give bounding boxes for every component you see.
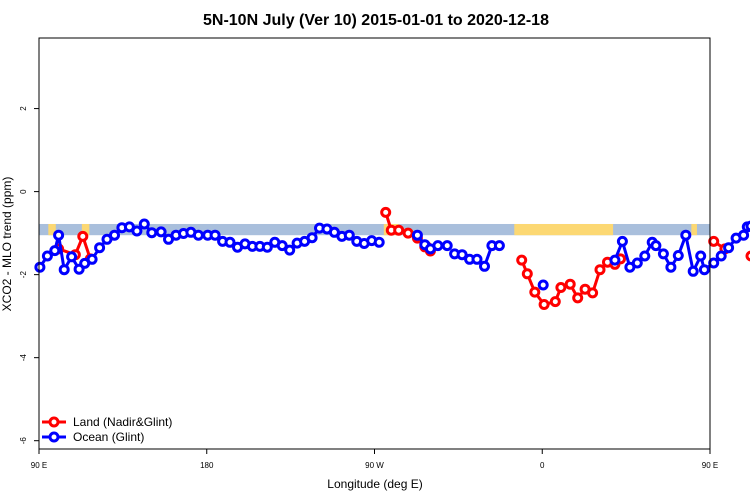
x-axis-label: Longitude (deg E) (327, 477, 422, 491)
data-point (58, 264, 70, 276)
data-point (192, 229, 204, 241)
series-line (58, 234, 92, 260)
data-point (549, 296, 561, 308)
ocean-band (39, 223, 710, 236)
data-point (708, 257, 720, 269)
data-point (373, 236, 385, 248)
data-point (471, 253, 483, 265)
data-point (456, 249, 468, 261)
data-point (261, 241, 273, 253)
data-point (41, 250, 53, 262)
data-point (657, 248, 669, 260)
data-point (77, 230, 89, 242)
data-point (86, 253, 98, 265)
y-axis: 2 0 -2 -4 -6 (19, 106, 39, 444)
series-1 (34, 218, 750, 291)
data-point (146, 227, 158, 239)
data-point (109, 229, 120, 241)
y-tick-label: 0 (19, 189, 28, 194)
data-point (138, 218, 150, 230)
data-point (493, 240, 505, 252)
data-point (665, 261, 677, 273)
data-point (516, 254, 528, 266)
data-point (639, 250, 651, 262)
data-point (343, 229, 355, 241)
data-point (564, 278, 576, 290)
data-point (34, 261, 46, 273)
data-point (479, 260, 490, 272)
data-point (276, 240, 288, 252)
data-point (687, 265, 699, 277)
x-tick-label: 180 (200, 461, 214, 470)
y-tick-label: -2 (19, 271, 28, 279)
y-tick-label: -6 (19, 437, 28, 445)
legend: Land (Nadir&Glint)Ocean (Glint) (42, 415, 172, 444)
data-point (594, 264, 606, 276)
data-point (66, 251, 78, 263)
data-point (738, 229, 750, 241)
data-point (53, 229, 65, 241)
data-point (380, 206, 392, 218)
data-point (94, 242, 106, 254)
x-tick-label: 0 (540, 461, 545, 470)
data-point (131, 225, 143, 237)
chart-title: 5N-10N July (Ver 10) 2015-01-01 to 2020-… (203, 12, 549, 29)
data-point (441, 240, 453, 252)
x-tick-label: 90 E (702, 461, 718, 470)
data-point (680, 229, 692, 241)
data-point (538, 299, 550, 310)
data-point (672, 250, 684, 261)
data-point (306, 232, 318, 244)
data-point (650, 240, 662, 252)
legend-label: Land (Nadir&Glint) (73, 415, 172, 429)
y-axis-label: XCO2 - MLO trend (ppm) (0, 177, 14, 312)
data-point (616, 235, 628, 247)
data-point (49, 245, 61, 257)
data-point (587, 287, 599, 299)
data-point (698, 264, 710, 276)
data-point (521, 268, 533, 280)
data-point (284, 244, 296, 256)
land-patch (81, 223, 90, 236)
legend-swatch-marker (48, 416, 60, 428)
data-point (155, 226, 167, 238)
y-tick-label: -4 (19, 354, 28, 362)
data-point (224, 236, 236, 248)
legend-swatch-marker (48, 431, 60, 443)
data-point (393, 224, 405, 236)
data-point (572, 292, 584, 304)
legend-label: Ocean (Glint) (73, 430, 144, 444)
land-patch (514, 223, 614, 236)
data-point (708, 235, 720, 247)
y-tick-label: 2 (19, 106, 28, 111)
data-point (529, 286, 541, 298)
land-patch (691, 223, 697, 236)
data-point (609, 254, 621, 266)
data-point (745, 250, 750, 262)
data-point (432, 240, 444, 252)
data-point (209, 229, 221, 241)
x-axis: 90 E 180 90 W 0 90 E (31, 449, 718, 470)
data-point (715, 250, 727, 262)
data-point (695, 250, 707, 262)
legend-item-1: Ocean (Glint) (42, 430, 144, 444)
x-tick-label: 90 E (31, 461, 47, 470)
data-point (555, 282, 567, 293)
data-point (402, 227, 414, 239)
data-point (631, 257, 643, 269)
x-tick-label: 90 W (365, 461, 384, 470)
data-point (537, 279, 549, 291)
data-point (411, 229, 423, 241)
data-point (745, 220, 750, 232)
legend-item-0: Land (Nadir&Glint) (42, 415, 172, 429)
series-layer (34, 206, 750, 310)
data-point (723, 242, 735, 254)
land-patch (48, 223, 56, 236)
